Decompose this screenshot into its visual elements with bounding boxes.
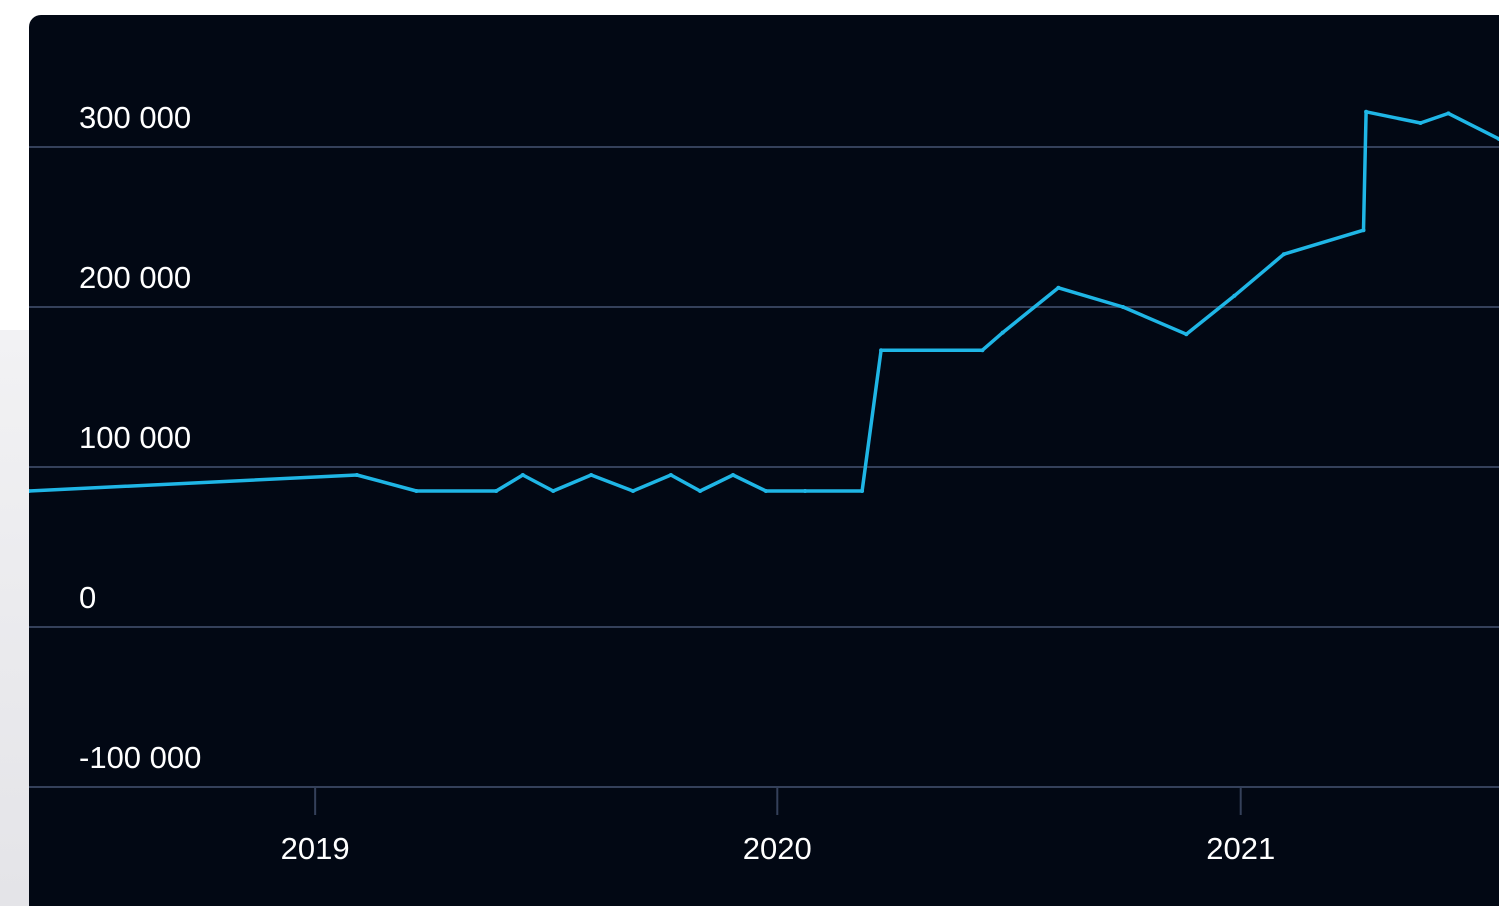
x-tick-label: 2020: [743, 831, 812, 866]
data-point: [698, 489, 703, 493]
data-point: [354, 473, 359, 477]
data-point: [494, 489, 499, 493]
series-layer: [29, 109, 1499, 493]
y-axis-labels: 300 000 200 000 100 000 0 -100 000: [79, 100, 201, 775]
data-point: [860, 489, 865, 493]
data-point: [520, 473, 525, 477]
data-point: [1000, 330, 1005, 335]
y-tick-label: 200 000: [79, 260, 191, 295]
series-line: [29, 110, 1499, 493]
data-point: [551, 489, 556, 493]
data-point: [668, 473, 673, 477]
data-point: [1418, 121, 1423, 125]
data-point: [1281, 252, 1286, 257]
data-point: [414, 489, 419, 493]
page-background: [0, 0, 29, 906]
data-point: [1121, 305, 1125, 309]
data-point: [879, 348, 884, 353]
y-tick-label: 0: [79, 580, 96, 615]
chart-panel: 300 000 200 000 100 000 0 -100 000 2019 2020 2…: [29, 15, 1499, 906]
x-tick-label: 2019: [281, 831, 350, 866]
y-tick-label: 100 000: [79, 420, 191, 455]
data-point: [589, 473, 594, 477]
data-point: [1232, 293, 1237, 298]
data-point: [1056, 285, 1061, 290]
x-axis: 2019 2020 2021: [281, 788, 1275, 866]
data-point: [29, 489, 31, 493]
y-tick-label: -100 000: [79, 740, 201, 775]
y-tick-label: 300 000: [79, 100, 191, 135]
data-point: [763, 489, 768, 493]
x-tick-label: 2021: [1206, 831, 1275, 866]
data-point: [1446, 111, 1451, 116]
data-point: [631, 489, 635, 493]
data-point: [1364, 109, 1369, 114]
data-point: [731, 473, 735, 477]
gridlines: [29, 146, 1499, 788]
data-point: [1184, 332, 1189, 337]
data-point: [980, 348, 985, 353]
data-point: [1361, 228, 1366, 233]
data-point: [803, 489, 808, 493]
